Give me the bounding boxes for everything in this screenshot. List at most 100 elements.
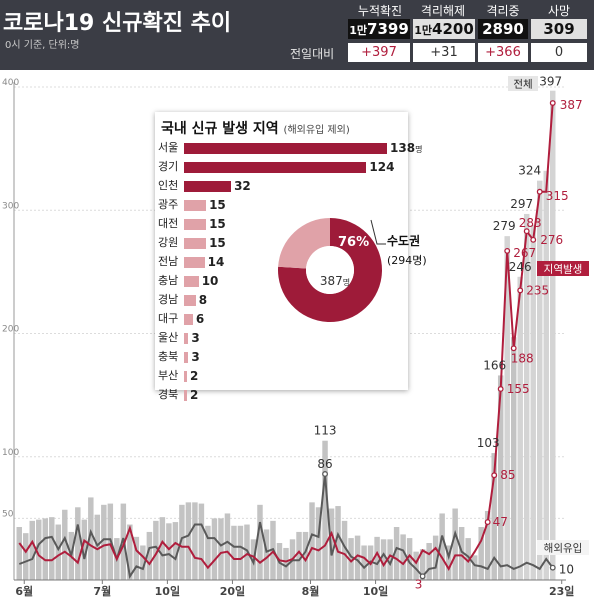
total-bar [523,213,530,580]
region-bar [184,295,196,306]
y-tick-label: 100 [2,448,19,458]
total-bar [263,529,270,580]
region-bar [184,333,189,344]
legend-overseas: 해외유입 [537,540,589,555]
region-row: 대구 6 [155,312,408,326]
total-bar [296,531,302,580]
local-point [523,228,530,235]
region-row: 경북 2 [155,388,408,402]
total-bar [127,524,133,580]
total-bar [341,520,348,580]
region-row: 충남 10 [155,274,408,288]
total-bar [322,440,328,580]
stat-box-released: 1만4200 [413,19,475,39]
legend-total-box [508,76,538,91]
total-bar [335,506,341,580]
total-data-label: 246 [509,260,532,274]
total-bar [153,520,159,580]
total-bar [75,507,81,580]
stat-box-deaths: 309 [531,19,587,39]
region-row: 경기 124 [155,160,408,174]
region-value: 6 [195,312,205,326]
total-bar [42,518,49,580]
legend-overseas-box [537,540,589,555]
region-row: 인천 32 [155,179,408,193]
x-tick-label: 23일 [549,584,574,598]
total-bar [231,525,237,580]
total-bar [29,520,35,580]
delta-released: +31 [413,43,475,62]
overseas-line [18,473,554,579]
total-bar [484,510,491,580]
stat-box-isolated: 2890 [478,19,528,39]
total-data-label: 166 [483,358,506,372]
total-bar [88,497,94,580]
total-bar [400,534,406,580]
region-row: 강원 15 [155,236,408,250]
region-value: 2 [190,369,199,383]
region-name: 충북 [158,350,179,363]
local-point [549,100,556,106]
region-name: 인천 [158,179,179,192]
stat-box-total: 1만7399 [348,19,410,39]
region-row: 경남 8 [155,293,408,307]
total-bar [237,525,244,580]
total-bar [179,504,185,580]
region-value: 15 [209,217,226,231]
x-tick-label: 8월 [302,584,320,598]
inset-title: 국내 신규 발생 지역 (해외유입 제외) [161,121,350,137]
local-point [497,386,504,392]
legend-overseas-text: 해외유입 [544,542,583,555]
region-name: 경북 [158,388,179,401]
region-inset: 국내 신규 발생 지역 (해외유입 제외) 서울 138명 경기 124 인천 32 광주 1… [155,112,427,402]
region-bar [184,143,387,154]
region-name: 광주 [158,198,179,211]
delta-label: 전일대비 [290,47,335,61]
local-line [18,102,554,572]
region-name: 충남 [158,274,179,287]
region-value: 2 [190,388,199,402]
region-row: 울산 3 [155,331,408,345]
donut-other-slice [278,218,330,269]
total-bar [348,538,354,580]
local-data-label: 267 [513,246,536,260]
header-band: 코로나19 신규확진 추이 0시 기준, 단위:명 누적확진 격리해제 격리중 … [0,0,594,70]
overseas-point [419,573,426,580]
region-name: 부산 [158,369,179,382]
total-bar [309,502,315,580]
total-bar [471,555,478,580]
overseas-point [322,471,328,477]
local-data-label: 47 [493,515,508,529]
total-bar [257,504,263,580]
region-bar [184,352,189,363]
region-row: 광주 15 [155,198,408,212]
region-name: 전남 [158,255,179,268]
region-value: 8 [198,293,208,307]
local-point [510,345,517,352]
total-bar [465,538,471,580]
x-tick-label: 7월 [93,584,111,598]
legend-local-box [537,261,589,276]
local-data-label: 235 [526,283,549,297]
region-value: 3 [191,350,200,364]
region-value: 124 [369,160,395,174]
total-bar [62,509,68,580]
total-bar [517,276,523,580]
region-bar [184,314,193,325]
y-tick-label: 400 [2,78,19,88]
local-data-label: 155 [507,382,530,396]
total-data-label: 279 [493,219,516,233]
total-bar [458,527,465,580]
region-bar [184,219,207,230]
total-bar [543,170,549,580]
total-bar [387,539,393,580]
total-bar [224,513,231,580]
total-bar [302,531,309,580]
donut-hole [306,246,354,294]
total-bar [159,517,166,580]
page-subtitle: 0시 기준, 단위:명 [5,40,80,51]
y-tick-label: 50 [2,509,14,519]
total-data-label: 113 [314,424,337,438]
local-data-label: 387 [560,98,583,112]
